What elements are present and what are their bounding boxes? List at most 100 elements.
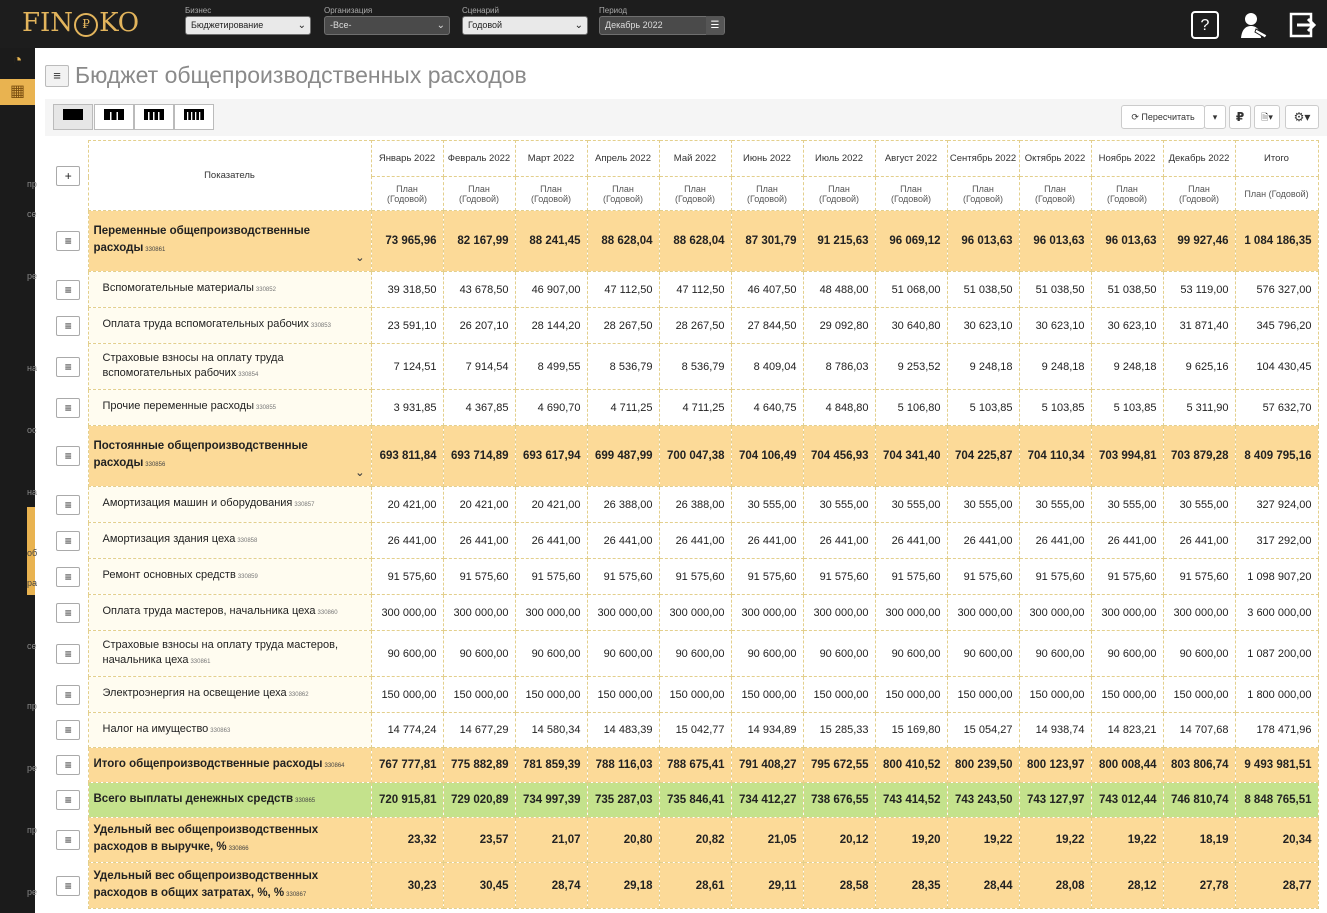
value-cell[interactable]: 150 000,00 — [658, 676, 732, 713]
value-cell[interactable]: 693 617,94 — [514, 425, 588, 487]
value-cell[interactable]: 800 123,97 — [1018, 747, 1092, 783]
value-cell[interactable]: 700 047,38 — [658, 425, 732, 487]
value-cell[interactable]: 300 000,00 — [946, 594, 1020, 631]
value-cell[interactable]: 28 267,50 — [658, 307, 732, 344]
value-cell[interactable]: 703 994,81 — [1090, 425, 1164, 487]
value-cell[interactable]: 31 871,40 — [1162, 307, 1236, 344]
value-cell[interactable]: 729 020,89 — [442, 782, 516, 818]
sidebar-label[interactable]: об — [27, 548, 38, 558]
row-menu-button[interactable]: ≡ — [56, 446, 81, 466]
row-menu-button[interactable]: ≡ — [56, 602, 81, 623]
value-cell[interactable]: 51 038,50 — [946, 271, 1020, 308]
sidebar-label[interactable]: ре — [27, 271, 38, 281]
export-button[interactable]: 🗎▾ — [1254, 105, 1280, 129]
value-cell[interactable]: 30 555,00 — [730, 486, 804, 523]
row-menu-button[interactable]: ≡ — [56, 231, 81, 251]
value-cell[interactable]: 3 931,85 — [370, 389, 444, 426]
value-cell[interactable]: 19,20 — [874, 817, 948, 863]
value-cell[interactable]: 1 087 200,00 — [1234, 630, 1319, 677]
value-cell[interactable]: 27,78 — [1162, 862, 1236, 909]
value-cell[interactable]: 8 786,03 — [802, 343, 876, 390]
value-cell[interactable]: 9 625,16 — [1162, 343, 1236, 390]
value-cell[interactable]: 767 777,81 — [370, 747, 444, 783]
value-cell[interactable]: 43 678,50 — [442, 271, 516, 308]
value-cell[interactable]: 3 600 000,00 — [1234, 594, 1319, 631]
value-cell[interactable]: 28,08 — [1018, 862, 1092, 909]
help-icon[interactable]: ? — [1191, 11, 1219, 39]
business-select[interactable]: Бюджетирование ⌄ — [185, 16, 311, 35]
dashboard-icon[interactable]: ◔ — [12, 52, 23, 69]
value-cell[interactable]: 150 000,00 — [514, 676, 588, 713]
value-cell[interactable]: 704 110,34 — [1018, 425, 1092, 487]
value-cell[interactable]: 91 575,60 — [586, 558, 660, 595]
value-cell[interactable]: 20 421,00 — [514, 486, 588, 523]
sidebar-label[interactable]: на — [27, 363, 37, 373]
value-cell[interactable]: 8 499,55 — [514, 343, 588, 390]
value-cell[interactable]: 735 846,41 — [658, 782, 732, 818]
value-cell[interactable]: 735 287,03 — [586, 782, 660, 818]
add-row-button[interactable]: + — [56, 165, 81, 186]
value-cell[interactable]: 30 555,00 — [946, 486, 1020, 523]
value-cell[interactable]: 5 106,80 — [874, 389, 948, 426]
value-cell[interactable]: 14 707,68 — [1162, 712, 1236, 748]
value-cell[interactable]: 9 248,18 — [1018, 343, 1092, 390]
sidebar-label[interactable]: ре — [27, 763, 38, 773]
value-cell[interactable]: 576 327,00 — [1234, 271, 1319, 308]
row-menu-button[interactable]: ≡ — [56, 530, 81, 551]
value-cell[interactable]: 57 632,70 — [1234, 389, 1319, 426]
value-cell[interactable]: 30,45 — [442, 862, 516, 909]
value-cell[interactable]: 91 575,60 — [730, 558, 804, 595]
sidebar-label[interactable]: се — [27, 209, 37, 219]
value-cell[interactable]: 30 640,80 — [874, 307, 948, 344]
recalculate-button[interactable]: ⟳ Пересчитать — [1121, 105, 1205, 129]
value-cell[interactable]: 150 000,00 — [370, 676, 444, 713]
value-cell[interactable]: 704 341,40 — [874, 425, 948, 487]
value-cell[interactable]: 150 000,00 — [874, 676, 948, 713]
value-cell[interactable]: 27 844,50 — [730, 307, 804, 344]
value-cell[interactable]: 51 038,50 — [1090, 271, 1164, 308]
row-menu-button[interactable]: ≡ — [56, 790, 81, 810]
value-cell[interactable]: 91 575,60 — [442, 558, 516, 595]
value-cell[interactable]: 91 575,60 — [874, 558, 948, 595]
value-cell[interactable]: 14 580,34 — [514, 712, 588, 748]
value-cell[interactable]: 327 924,00 — [1234, 486, 1319, 523]
value-cell[interactable]: 5 103,85 — [1090, 389, 1164, 426]
value-cell[interactable]: 4 367,85 — [442, 389, 516, 426]
value-cell[interactable]: 15 285,33 — [802, 712, 876, 748]
value-cell[interactable]: 26 441,00 — [1018, 522, 1092, 559]
value-cell[interactable]: 743 012,44 — [1090, 782, 1164, 818]
value-cell[interactable]: 28 144,20 — [514, 307, 588, 344]
value-cell[interactable]: 1 800 000,00 — [1234, 676, 1319, 713]
value-cell[interactable]: 150 000,00 — [1090, 676, 1164, 713]
row-menu-button[interactable]: ≡ — [56, 755, 81, 775]
value-cell[interactable]: 746 810,74 — [1162, 782, 1236, 818]
value-cell[interactable]: 734 997,39 — [514, 782, 588, 818]
row-menu-button[interactable]: ≡ — [56, 566, 81, 587]
value-cell[interactable]: 51 038,50 — [1018, 271, 1092, 308]
value-cell[interactable]: 96 013,63 — [946, 210, 1020, 272]
value-cell[interactable]: 8 536,79 — [658, 343, 732, 390]
logout-icon[interactable] — [1289, 11, 1317, 39]
logo[interactable]: FIN ₽ KO — [22, 8, 139, 38]
view-2-column-button[interactable] — [94, 104, 134, 130]
value-cell[interactable]: 90 600,00 — [730, 630, 804, 677]
value-cell[interactable]: 20,12 — [802, 817, 876, 863]
value-cell[interactable]: 26 441,00 — [586, 522, 660, 559]
view-3-column-button[interactable] — [134, 104, 174, 130]
value-cell[interactable]: 738 676,55 — [802, 782, 876, 818]
currency-button[interactable]: ₽ — [1229, 105, 1251, 129]
value-cell[interactable]: 150 000,00 — [1162, 676, 1236, 713]
value-cell[interactable]: 91 575,60 — [370, 558, 444, 595]
value-cell[interactable]: 23,57 — [442, 817, 516, 863]
value-cell[interactable]: 4 640,75 — [730, 389, 804, 426]
value-cell[interactable]: 26 441,00 — [370, 522, 444, 559]
value-cell[interactable]: 96 013,63 — [1018, 210, 1092, 272]
value-cell[interactable]: 788 116,03 — [586, 747, 660, 783]
value-cell[interactable]: 317 292,00 — [1234, 522, 1319, 559]
row-menu-button[interactable]: ≡ — [56, 279, 81, 300]
value-cell[interactable]: 7 124,51 — [370, 343, 444, 390]
value-cell[interactable]: 30 623,10 — [1090, 307, 1164, 344]
value-cell[interactable]: 703 879,28 — [1162, 425, 1236, 487]
value-cell[interactable]: 9 248,18 — [1090, 343, 1164, 390]
page-menu-button[interactable]: ≡ — [45, 65, 69, 87]
